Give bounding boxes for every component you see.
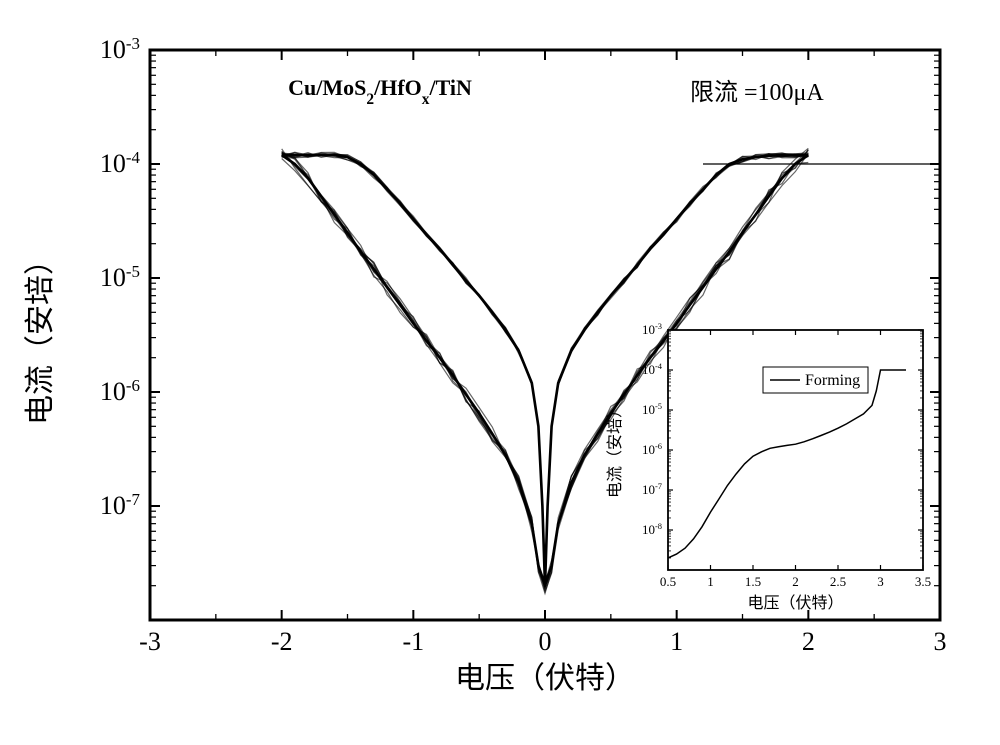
svg-text:-3: -3 (139, 627, 161, 656)
svg-text:限流: 限流 (690, 79, 738, 106)
svg-text:10-3: 10-3 (100, 34, 140, 65)
svg-text:电流（安培）: 电流（安培） (606, 402, 624, 498)
svg-text:1: 1 (707, 574, 714, 589)
svg-text:1.5: 1.5 (745, 574, 761, 589)
svg-text:0: 0 (539, 627, 552, 656)
svg-text:3: 3 (877, 574, 884, 589)
main-chart-svg: -3 -2 -1 0 1 2 3 10-7 10-6 10-5 10-4 10-3 电压（伏特） 电流（安… (0, 0, 1000, 740)
svg-text:-2: -2 (271, 627, 293, 656)
chart-container: -3 -2 -1 0 1 2 3 10-7 10-6 10-5 10-4 10-3 电压（伏特） 电流（安… (0, 0, 1000, 740)
compliance-label: 限流=100μA (690, 79, 824, 106)
svg-text:3.5: 3.5 (915, 574, 931, 589)
svg-text:2: 2 (792, 574, 799, 589)
svg-text:0.5: 0.5 (660, 574, 676, 589)
svg-text:-1: -1 (402, 627, 424, 656)
svg-text:10-7: 10-7 (100, 490, 140, 521)
svg-text:10-4: 10-4 (100, 148, 141, 179)
svg-text:电流（安培）: 电流（安培） (24, 245, 57, 425)
svg-text:电压（伏特）: 电压（伏特） (455, 662, 635, 695)
svg-text:Forming: Forming (805, 372, 860, 389)
svg-text:10-5: 10-5 (100, 262, 140, 293)
svg-text:10-6: 10-6 (100, 376, 140, 407)
svg-text:=100μA: =100μA (744, 80, 824, 106)
svg-text:2.5: 2.5 (830, 574, 846, 589)
svg-text:3: 3 (934, 627, 947, 656)
svg-text:2: 2 (802, 627, 815, 656)
svg-text:1: 1 (670, 627, 683, 656)
svg-text:电压（伏特）: 电压（伏特） (747, 594, 843, 612)
